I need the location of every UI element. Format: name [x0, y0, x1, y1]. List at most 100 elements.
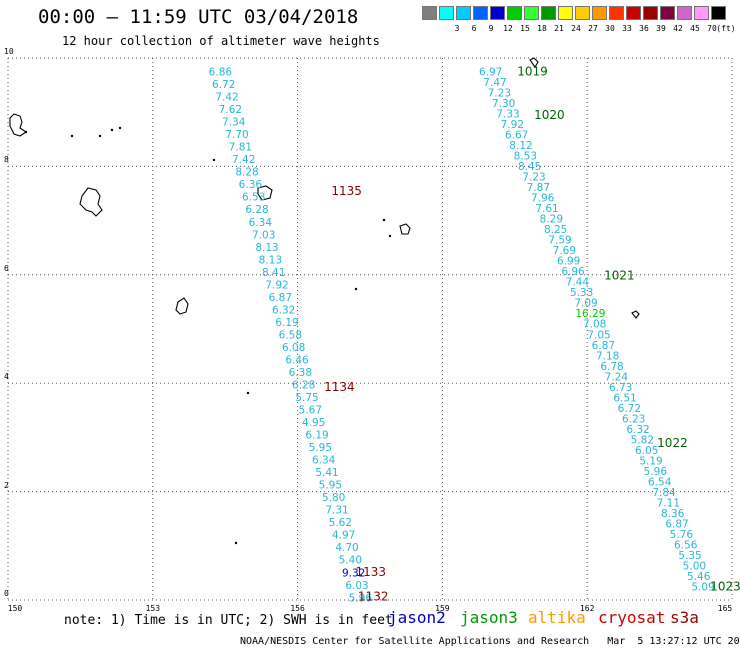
- swh-value: 5.80: [322, 492, 345, 504]
- swh-value: 5.09: [691, 581, 714, 593]
- legend-swatch: [575, 6, 590, 20]
- swh-value: 4.95: [302, 417, 325, 429]
- swh-value: 6.03: [345, 580, 368, 592]
- swh-value: 8.45: [518, 161, 541, 173]
- pass-number: 1022: [657, 436, 688, 450]
- swh-value: 7.23: [522, 172, 545, 184]
- swh-value: 6.53: [242, 192, 265, 204]
- swh-value: 4.97: [332, 530, 355, 542]
- swh-value: 6.23: [622, 413, 645, 425]
- swh-value: 7.11: [657, 497, 680, 509]
- swh-value: 5.67: [299, 405, 322, 417]
- swh-value: 7.96: [531, 193, 555, 205]
- swh-value: 7.69: [553, 245, 576, 257]
- legend-swatch: [609, 6, 624, 20]
- swh-value: 8.25: [544, 224, 567, 236]
- lat-tick-label: 2: [4, 480, 9, 490]
- swh-value: 6.58: [279, 329, 302, 341]
- swh-value: 6.46: [285, 354, 309, 366]
- swh-value: 6.08: [282, 342, 305, 354]
- pass-number: 1133: [356, 565, 387, 579]
- swh-value: 5.82: [631, 434, 654, 446]
- swh-value: 7.08: [583, 319, 606, 331]
- satellite-name: jason3: [460, 608, 518, 627]
- legend-swatch: [473, 6, 488, 20]
- swh-value: 5.33: [570, 287, 593, 299]
- island-outline: [529, 57, 539, 69]
- swh-value: 5.19: [639, 455, 662, 467]
- swh-value: 8.53: [514, 151, 537, 163]
- swh-value: 6.97: [479, 67, 502, 79]
- swh-value: 5.96: [644, 466, 668, 478]
- swh-value: 7.24: [605, 371, 629, 383]
- legend-label: 30: [605, 24, 615, 33]
- swh-value: 8.36: [661, 508, 685, 520]
- swh-value: 7.92: [265, 279, 288, 291]
- islet-dot: [354, 287, 358, 291]
- swh-value: 7.44: [566, 277, 590, 289]
- swh-value: 6.28: [292, 379, 315, 391]
- pass-number: 1021: [604, 268, 635, 282]
- lat-tick-label: 10: [4, 47, 14, 56]
- lat-tick-label: 0: [4, 589, 9, 598]
- islet-dot: [110, 128, 114, 132]
- swh-value: 7.23: [488, 88, 511, 100]
- legend-label: 36: [639, 24, 649, 33]
- islet-dot: [118, 126, 122, 130]
- swh-value: 7.47: [483, 77, 506, 89]
- legend-label: 42: [673, 24, 683, 33]
- legend-swatch: [660, 6, 675, 20]
- swh-value: 6.19: [275, 317, 298, 329]
- swh-value: 8.29: [540, 214, 563, 226]
- pass-number: 1134: [324, 380, 355, 394]
- swh-value: 6.78: [600, 361, 623, 373]
- swh-value: 5.41: [315, 467, 338, 479]
- legend-label: 18: [537, 24, 547, 33]
- swh-value: 7.84: [652, 487, 676, 499]
- legend-swatch: [422, 6, 437, 20]
- swh-value: 7.62: [219, 104, 242, 116]
- legend-swatch: [626, 6, 641, 20]
- swh-value: 7.18: [596, 350, 619, 362]
- island-outline: [9, 113, 27, 137]
- lon-tick-label: 162: [579, 604, 595, 613]
- swh-value: 7.59: [548, 235, 571, 247]
- swh-value: 6.72: [212, 79, 235, 91]
- credit-line: NOAA/NESDIS Center for Satellite Applica…: [240, 636, 740, 647]
- satellite-name: jason2: [388, 608, 446, 627]
- swh-value: 6.96: [561, 266, 585, 278]
- lon-tick-label: 165: [717, 604, 733, 613]
- swh-value: 7.92: [501, 119, 524, 131]
- pass-number: 1019: [517, 65, 548, 79]
- swh-value: 5.40: [339, 555, 362, 567]
- map-subtitle: 12 hour collection of altimeter wave hei…: [62, 34, 380, 48]
- swh-value: 5.00: [683, 560, 706, 572]
- swh-value: 7.42: [215, 92, 238, 104]
- island-outline: [257, 185, 273, 201]
- legend-label: 21: [554, 24, 564, 33]
- legend-swatch: [694, 6, 709, 20]
- islet-dot: [70, 134, 74, 138]
- lat-tick-label: 4: [4, 372, 9, 382]
- legend-label: 39: [656, 24, 666, 33]
- legend-swatch: [439, 6, 454, 20]
- swh-value: 6.05: [635, 445, 658, 457]
- swh-value: 6.87: [665, 518, 688, 530]
- satellite-name: s3a: [670, 608, 699, 627]
- swh-value: 6.32: [626, 424, 649, 436]
- swh-value: 5.46: [687, 571, 711, 583]
- swh-value: 7.81: [229, 142, 252, 154]
- swh-value: 9.32: [342, 567, 365, 579]
- satellite-name: cryosat: [598, 608, 666, 627]
- swh-value: 6.72: [618, 403, 641, 415]
- swh-value: 7.09: [574, 298, 597, 310]
- lat-tick-label: 6: [4, 263, 9, 273]
- lon-tick-label: 156: [290, 604, 305, 613]
- legend-label: 24: [571, 24, 581, 33]
- lat-tick-label: 8: [4, 155, 9, 165]
- swh-value: 6.34: [312, 455, 336, 467]
- legend-label: 33: [622, 24, 632, 33]
- swh-value: 5.35: [678, 550, 701, 562]
- swh-value: 6.87: [269, 292, 292, 304]
